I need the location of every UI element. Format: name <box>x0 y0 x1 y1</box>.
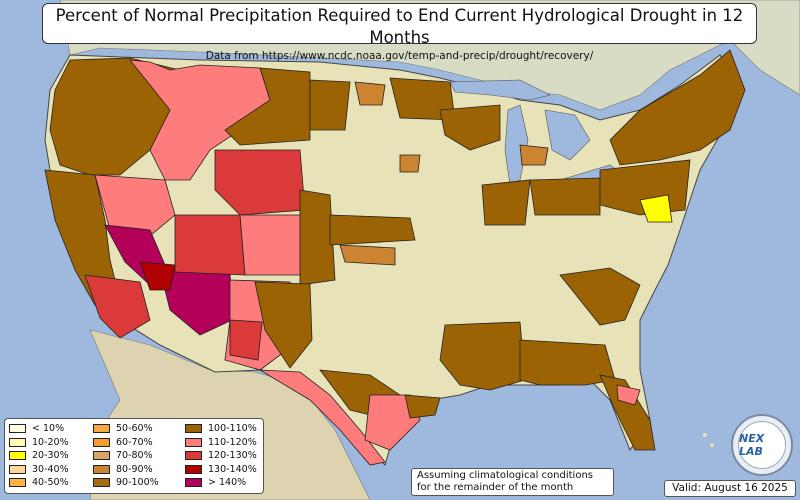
note-line-1: Assuming climatological conditions <box>417 470 593 481</box>
legend-label: 120-130% <box>208 450 257 462</box>
legend-label: < 10% <box>32 423 65 435</box>
legend-swatch <box>93 478 110 488</box>
region-west-texas <box>254 281 313 369</box>
region-colorado <box>239 214 306 276</box>
legend-label: 10-20% <box>32 436 69 448</box>
legend-item: 10-20% <box>9 436 91 450</box>
legend-swatch <box>185 437 202 447</box>
region-pacific-northwest <box>49 57 181 176</box>
island <box>710 443 714 447</box>
legend-item: 130-140% <box>185 463 265 477</box>
legend-item: 20-30% <box>9 449 91 463</box>
region-kansas <box>329 214 416 246</box>
legend-item: 30-40% <box>9 463 91 477</box>
region-maryland <box>639 194 673 223</box>
legend-swatch <box>185 478 202 488</box>
legend-swatch <box>185 451 202 461</box>
legend-label: 110-120% <box>208 436 257 448</box>
legend-label: 20-30% <box>32 450 69 462</box>
region-carolinas <box>559 267 641 326</box>
map-title: Percent of Normal Precipitation Required… <box>55 6 744 47</box>
region-new-mexico-west <box>229 319 263 361</box>
legend-label: 70-80% <box>116 450 153 462</box>
region-north-dakota <box>309 79 351 131</box>
valid-date: Valid: August 16 2025 <box>664 480 796 497</box>
region-indiana-ohio <box>529 177 601 216</box>
legend-label: 100-110% <box>208 423 257 435</box>
region-high-plains <box>299 189 336 286</box>
legend-label: 50-60% <box>116 423 153 435</box>
region-texas-coast <box>404 394 441 419</box>
region-kansas-south <box>339 244 396 266</box>
nexlab-logo: NEX LAB <box>731 414 793 476</box>
legend-swatch <box>185 424 202 434</box>
legend-label: 60-70% <box>116 436 153 448</box>
legend-label: > 140% <box>208 477 247 489</box>
legend-item: 80-90% <box>93 463 183 477</box>
legend-item: > 140% <box>185 476 265 490</box>
assumption-note: Assuming climatological conditions for t… <box>411 468 614 496</box>
legend-swatch <box>93 451 110 461</box>
region-utah <box>174 214 246 276</box>
legend-label: 80-90% <box>116 463 153 475</box>
legend-swatch <box>185 464 202 474</box>
region-montana-east <box>224 67 311 146</box>
legend-item: 110-120% <box>185 436 265 450</box>
region-nevada <box>94 174 176 241</box>
logo-inner: NEX LAB <box>738 421 786 469</box>
region-texas-border <box>259 369 386 466</box>
region-gulf-coast-east <box>519 339 616 386</box>
map-subtitle: Data from https://www.ncdc.noaa.gov/temp… <box>205 50 594 62</box>
note-line-2: for the remainder of the month <box>417 482 574 493</box>
legend-item: 70-80% <box>93 449 183 463</box>
lake-superior <box>449 79 551 101</box>
legend-item: 50-60% <box>93 422 183 436</box>
legend-item: 90-100% <box>93 476 183 490</box>
region-south-texas <box>364 394 421 451</box>
region-illinois <box>481 179 531 226</box>
legend-item: 100-110% <box>185 422 265 436</box>
legend-item: 60-70% <box>93 436 183 450</box>
region-north-dakota-east <box>354 81 386 106</box>
legend-label: 30-40% <box>32 463 69 475</box>
island <box>703 433 707 437</box>
legend-item: 120-130% <box>185 449 265 463</box>
legend-swatch <box>9 424 26 434</box>
legend-item: 40-50% <box>9 476 91 490</box>
title-box: Percent of Normal Precipitation Required… <box>42 3 757 62</box>
legend-swatch <box>9 478 26 488</box>
region-iowa <box>399 154 421 173</box>
drought-regions <box>44 49 746 466</box>
region-wisconsin <box>439 104 501 151</box>
lake-huron <box>544 109 591 161</box>
region-southern-california <box>84 274 151 339</box>
region-wyoming <box>214 149 306 216</box>
legend-swatch <box>93 424 110 434</box>
region-lower-colorado <box>139 261 176 291</box>
legend-label: 40-50% <box>32 477 69 489</box>
legend-label: 90-100% <box>116 477 159 489</box>
legend-swatch <box>9 451 26 461</box>
region-new-england <box>609 49 746 166</box>
legend: < 10% 10-20% 20-30% 30-40% 40-50% 50-60% 60-70… <box>4 418 264 494</box>
legend-swatch <box>9 464 26 474</box>
legend-item: < 10% <box>9 422 91 436</box>
region-michigan-lower <box>519 144 549 166</box>
legend-swatch <box>93 464 110 474</box>
legend-swatch <box>9 437 26 447</box>
legend-label: 130-140% <box>208 463 257 475</box>
region-gulf-coast-west <box>439 321 526 391</box>
region-north-florida <box>616 384 641 406</box>
legend-swatch <box>93 437 110 447</box>
region-florida <box>599 374 656 451</box>
